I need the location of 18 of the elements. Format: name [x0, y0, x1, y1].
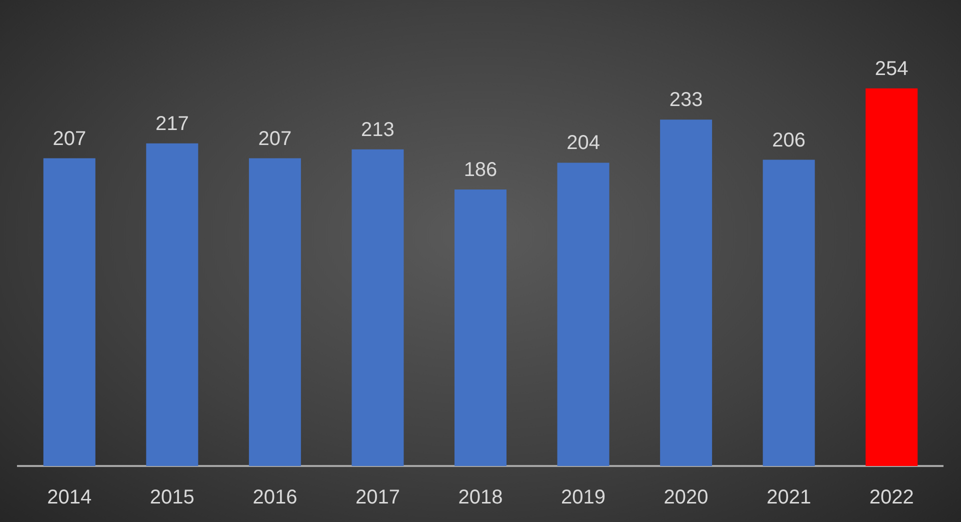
x-tick-label: 2014 [47, 486, 92, 509]
data-label: 204 [566, 132, 600, 154]
data-label: 233 [669, 89, 703, 112]
x-tick-label: 2021 [766, 486, 812, 509]
x-tick-label: 2017 [355, 486, 400, 509]
x-tick-label: 2015 [150, 486, 194, 509]
x-tick-label: 2019 [561, 486, 606, 509]
x-tick-label: 2018 [458, 486, 503, 509]
data-label: 254 [874, 58, 908, 80]
data-label: 186 [464, 158, 498, 181]
data-label: 207 [258, 128, 292, 150]
data-label: 217 [155, 112, 189, 135]
x-tick-label: 2016 [252, 486, 298, 509]
x-tick-label: 2020 [664, 486, 708, 509]
data-label: 206 [772, 129, 806, 152]
data-label: 213 [361, 118, 394, 141]
data-label: 207 [52, 128, 86, 150]
x-tick-label: 2022 [869, 486, 914, 509]
